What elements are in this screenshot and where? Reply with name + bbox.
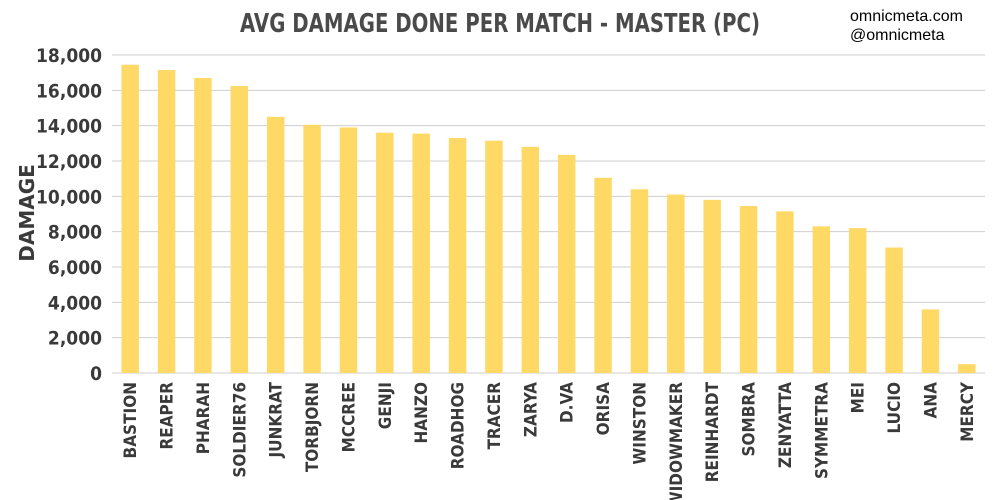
bar-tracer: [485, 140, 503, 373]
x-tick-label: SOMBRA: [740, 382, 760, 457]
bar-roadhog: [448, 138, 467, 373]
y-axis-ticks: 0 2,000 4,000 6,000 8,000 10,000 12,000 14,000 1…: [36, 45, 102, 385]
x-tick-label: ROADHOG: [449, 382, 469, 469]
x-tick-label: REAPER: [158, 382, 178, 450]
y-tick-label: 8,000: [48, 222, 102, 244]
x-tick-label: SOLDIER76: [230, 382, 250, 478]
grid-lines: [112, 54, 985, 374]
bar-reinhardt: [703, 199, 721, 373]
bar-hanzo: [412, 133, 430, 373]
x-tick-label: JUNKRAT: [267, 381, 287, 458]
bar-mercy: [958, 364, 976, 373]
x-tick-label: ORISA: [594, 382, 614, 435]
bar-widowmaker: [667, 194, 685, 373]
x-tick-label: REINHARDT: [703, 381, 723, 482]
x-tick-label: SYMMETRA: [812, 382, 832, 479]
bar-junkrat: [266, 116, 285, 373]
x-tick-label: LUCIO: [885, 382, 905, 433]
x-tick-label: MERCY: [958, 381, 978, 442]
x-tick-label: D.VA: [558, 382, 578, 423]
bar-soldier76: [230, 85, 249, 374]
y-tick-label: 2,000: [48, 328, 102, 350]
x-tick-label: WIDOWMAKER: [667, 382, 687, 500]
x-tick-label: ZENYATTA: [776, 382, 796, 468]
bar-reaper: [157, 70, 176, 374]
y-tick-label: 0: [90, 363, 102, 385]
bar-lucio: [885, 247, 903, 373]
bar-symmetra: [812, 226, 831, 373]
x-tick-label: BASTION: [121, 382, 141, 458]
x-axis-ticks: BASTION REAPER PHARAH SOLDIER76 JUNKRAT TORBJ…: [121, 381, 978, 500]
credit-site: omnicmeta.com: [850, 8, 963, 25]
bar-sombra: [739, 206, 758, 373]
bar-mccree: [339, 127, 358, 373]
x-tick-label: WINSTON: [630, 382, 650, 465]
bar-d-va: [557, 154, 576, 373]
bars: [121, 64, 976, 374]
y-tick-label: 14,000: [36, 116, 102, 138]
bar-genji: [376, 132, 394, 373]
y-tick-label: 12,000: [36, 151, 102, 173]
bar-orisa: [594, 177, 612, 373]
y-tick-label: 4,000: [48, 292, 102, 314]
x-tick-label: MCCREE: [339, 382, 359, 452]
bar-zenyatta: [776, 211, 794, 373]
x-tick-label: TRACER: [485, 382, 505, 450]
bar-bastion: [121, 64, 139, 373]
y-tick-label: 16,000: [36, 80, 102, 102]
credit-handle: @omnicmeta: [850, 27, 945, 44]
chart-title: AVG DAMAGE DONE PER MATCH - MASTER (PC): [240, 9, 760, 39]
y-axis-label: DAMAGE: [15, 164, 39, 262]
x-tick-label: PHARAH: [194, 382, 214, 454]
y-tick-label: 10,000: [36, 186, 102, 208]
x-tick-label: GENJI: [376, 382, 396, 429]
x-tick-label: ANA: [921, 382, 941, 419]
bar-mei: [848, 228, 867, 373]
y-tick-label: 6,000: [48, 257, 102, 279]
bar-zarya: [521, 146, 540, 373]
y-tick-label: 18,000: [36, 45, 102, 67]
bar-torbjorn: [303, 124, 321, 374]
x-tick-label: HANZO: [412, 382, 432, 444]
bar-ana: [921, 309, 940, 373]
x-tick-label: TORBJORN: [303, 382, 323, 472]
x-tick-label: ZARYA: [521, 382, 541, 437]
bar-winston: [630, 189, 649, 373]
bar-pharah: [194, 77, 212, 373]
x-tick-label: MEI: [849, 382, 869, 413]
